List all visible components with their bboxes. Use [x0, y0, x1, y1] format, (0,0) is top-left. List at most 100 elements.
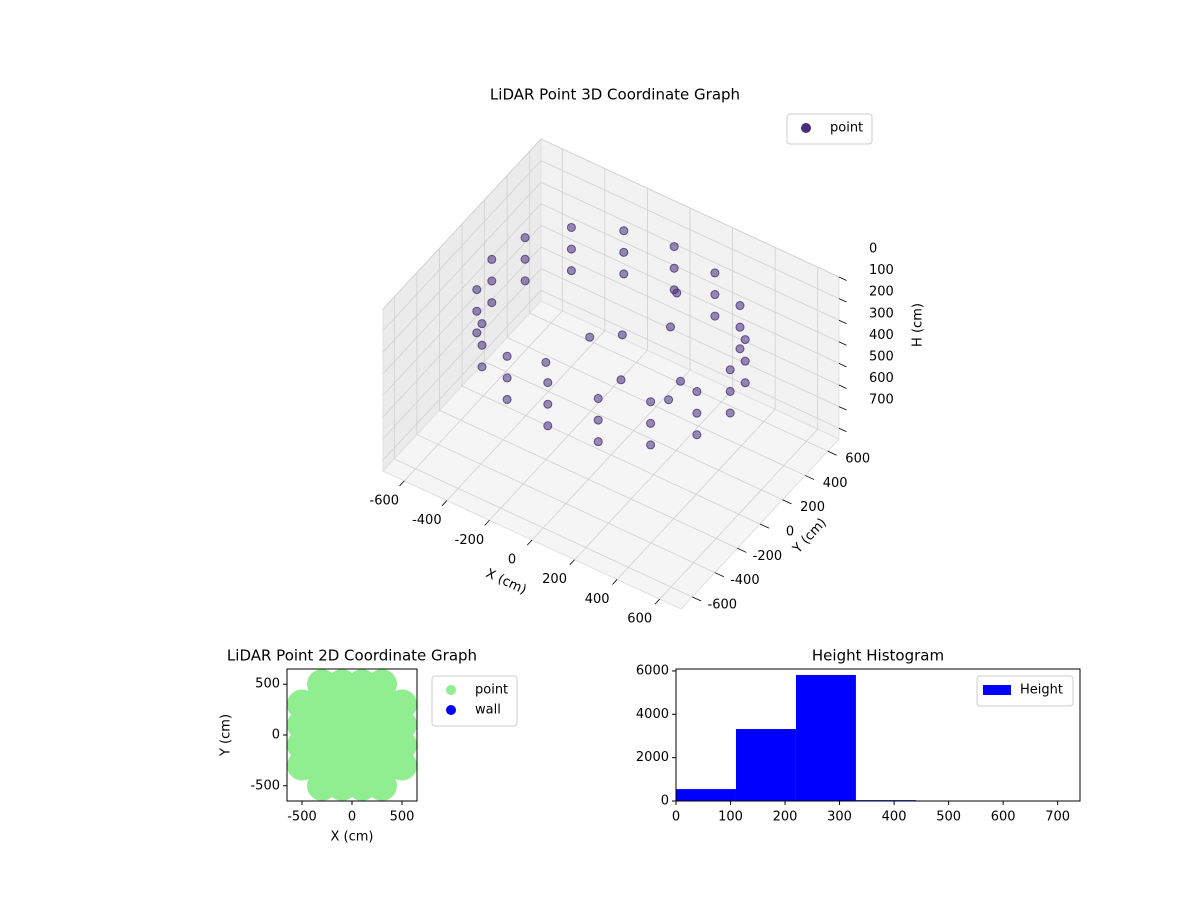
bar	[676, 789, 736, 801]
z-tick-label: 100	[869, 263, 894, 278]
grid-line	[382, 160, 542, 331]
tick-mark	[484, 520, 490, 526]
point	[593, 393, 603, 403]
x-tick-label: -500	[287, 810, 317, 825]
chart-title: LiDAR Point 3D Coordinate Graph	[490, 86, 740, 104]
legend-marker	[446, 705, 456, 715]
point	[487, 276, 497, 286]
point	[735, 344, 745, 354]
point	[502, 394, 512, 404]
tick-mark	[804, 475, 815, 480]
y-tick-label: 400	[823, 476, 848, 491]
x-tick-label: 500	[936, 810, 961, 825]
point	[616, 375, 626, 385]
x-tick-label: 300	[827, 810, 852, 825]
bar	[795, 674, 856, 801]
tick-mark	[838, 319, 847, 325]
plot-group	[287, 669, 417, 801]
grid-line	[484, 361, 783, 501]
legend-box	[786, 113, 873, 145]
point	[669, 263, 679, 273]
legend-label: point	[475, 683, 508, 698]
tick-mark	[714, 572, 724, 578]
grid-line	[540, 181, 840, 321]
tick-mark	[838, 363, 847, 368]
grid-line	[540, 268, 840, 407]
point	[646, 418, 656, 428]
x-tick-label: 200	[773, 810, 798, 825]
y-axis-label: Y (cm)	[219, 714, 234, 757]
z-tick-label: 700	[869, 393, 894, 408]
chart-title: Height Histogram	[812, 647, 944, 665]
y-tick-label: 200	[800, 500, 825, 515]
point	[669, 242, 679, 252]
y-tick-label: -400	[730, 573, 760, 588]
y-tick-label: 600	[845, 452, 870, 467]
point	[387, 689, 417, 720]
grid-line	[382, 246, 542, 418]
point	[619, 226, 629, 236]
point	[725, 365, 735, 375]
legend-marker	[801, 123, 811, 133]
x-tick-label: 600	[627, 612, 652, 627]
point	[735, 322, 745, 332]
point	[725, 386, 735, 396]
grid-line	[394, 458, 693, 598]
grid-line	[382, 138, 542, 310]
tick-mark	[654, 598, 661, 605]
x-tick-label: 0	[348, 810, 356, 825]
z-tick-label: 400	[869, 328, 894, 343]
x-tick-label: -600	[370, 493, 400, 508]
grid-line	[382, 225, 542, 396]
grid-line	[439, 409, 738, 549]
grid-line	[540, 289, 840, 429]
x-tick-label: 0	[672, 810, 680, 825]
point	[646, 397, 656, 407]
point	[543, 399, 553, 409]
point	[666, 322, 675, 332]
point	[593, 437, 603, 447]
legend-marker	[446, 685, 456, 695]
point	[566, 222, 576, 232]
point	[585, 332, 595, 342]
point	[520, 233, 530, 243]
legend-label: wall	[475, 703, 501, 718]
x-tick-label: 700	[1045, 810, 1070, 825]
tick-mark	[399, 480, 405, 487]
point	[710, 268, 720, 278]
point	[502, 373, 512, 383]
point	[543, 421, 553, 431]
point	[520, 276, 530, 286]
z-tick-label: 600	[869, 371, 894, 386]
x-axis-label: X (cm)	[331, 830, 374, 845]
point	[617, 330, 627, 340]
tick-mark	[692, 596, 702, 602]
point	[735, 301, 745, 311]
y-tick-label: 500	[255, 677, 280, 692]
point	[541, 357, 551, 367]
y-tick-label: -500	[250, 778, 280, 793]
tick-mark	[759, 523, 770, 529]
point	[672, 288, 682, 298]
point	[487, 298, 497, 308]
point	[725, 408, 735, 418]
tick-mark	[838, 298, 847, 303]
point	[593, 415, 603, 425]
tick-mark	[569, 559, 575, 566]
x-tick-label: -400	[412, 513, 442, 528]
point	[477, 319, 487, 329]
axes-frame	[675, 668, 1081, 802]
point	[477, 340, 487, 350]
point	[477, 362, 487, 372]
z-axis-label: H (cm)	[911, 303, 926, 347]
grid-line	[382, 289, 542, 461]
grid-line	[382, 181, 542, 353]
x-tick-label: 400	[585, 592, 610, 607]
tick-mark	[526, 539, 533, 546]
point	[740, 356, 750, 366]
point	[367, 669, 397, 700]
tick-mark	[838, 384, 847, 389]
point	[487, 254, 497, 264]
tick-mark	[612, 579, 618, 585]
